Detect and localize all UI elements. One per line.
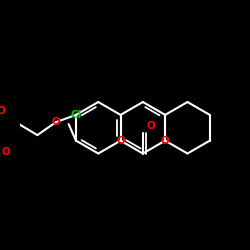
Text: O: O xyxy=(51,117,60,127)
Text: O: O xyxy=(116,136,125,146)
Text: O: O xyxy=(146,120,155,130)
Text: O: O xyxy=(161,136,170,146)
Text: Cl: Cl xyxy=(70,110,82,120)
Text: O: O xyxy=(2,147,10,157)
Text: O: O xyxy=(0,106,5,116)
